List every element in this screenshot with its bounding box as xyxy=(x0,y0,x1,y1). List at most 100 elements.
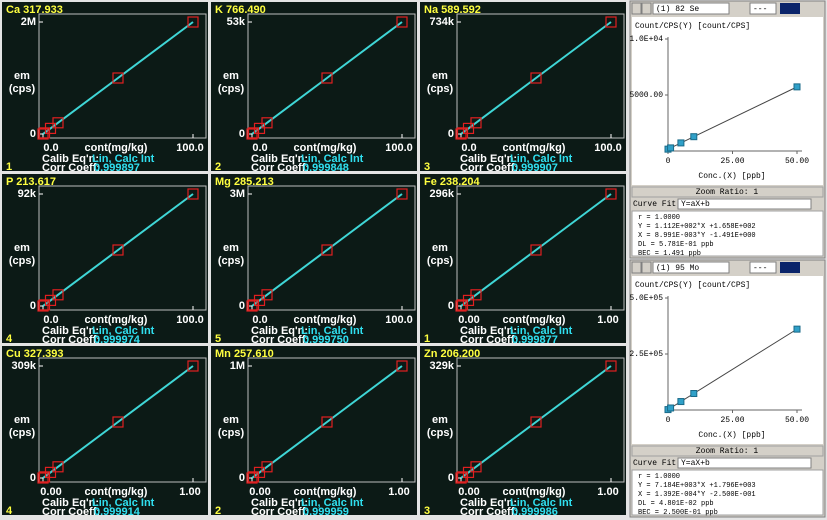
panel-number: 4 xyxy=(6,505,13,517)
standard-point xyxy=(470,461,482,473)
x-tick-label: 0.0 xyxy=(252,142,267,154)
equation-label: Calib Eq'n: xyxy=(251,153,308,165)
coeff-label: Corr Coeff: xyxy=(42,162,100,174)
curve-window: (1) 82 Se ---Count/CPS(Y) [count/CPS] 5000… xyxy=(629,0,826,259)
standard-point xyxy=(396,16,408,28)
calibration-line xyxy=(251,365,403,479)
x-axis-label: cont(mg/kg) xyxy=(294,142,357,154)
equation: Lin, Calc Int xyxy=(92,325,155,337)
plot-frame xyxy=(38,13,207,139)
fit-value: Y=aX+b xyxy=(681,459,710,468)
x-axis-label: cont(mg/kg) xyxy=(294,314,357,326)
y-axis-label: (cps) xyxy=(427,427,454,439)
x-tick-label: 0.00 xyxy=(458,486,479,498)
plot-frame xyxy=(247,185,416,311)
equation-label: Calib Eq'n: xyxy=(42,497,99,509)
fit-stat: X = 1.392E-004*Y -2.500E-001 xyxy=(638,491,756,499)
fit-select[interactable] xyxy=(677,457,812,469)
y-tick-label: 0 xyxy=(448,472,454,484)
std-point xyxy=(667,144,675,152)
y-axis-label: em xyxy=(14,242,30,254)
x-axis-label: Conc.(X) [ppb] xyxy=(698,172,765,181)
calib-panel: Cu 327.393 0 309k em(cps) 0.00 1.00 cont(mg/kg… xyxy=(2,346,208,518)
fit-stat: DL = 4.801E-02 ppb xyxy=(638,500,714,508)
y-axis-label: em xyxy=(223,70,239,82)
plot-frame xyxy=(456,185,625,311)
calibration-line xyxy=(42,365,194,479)
fit-select[interactable] xyxy=(677,198,812,210)
y-axis-label: (cps) xyxy=(427,83,454,95)
x-tick-label: 100.0 xyxy=(176,314,204,326)
standard-point xyxy=(605,360,617,372)
x-axis-label: cont(mg/kg) xyxy=(503,142,566,154)
y-tick-label: 0 xyxy=(30,128,36,140)
equation-label: Calib Eq'n: xyxy=(42,153,99,165)
y-tick-label: 53k xyxy=(227,16,246,28)
x-tick-label: 0.0 xyxy=(43,142,58,154)
y-tick-label: 296k xyxy=(430,188,455,200)
nav-button[interactable] xyxy=(631,261,642,274)
coeff: 0.999750 xyxy=(303,334,349,346)
x-tick-label: 25.00 xyxy=(720,157,744,166)
y-axis-label: (cps) xyxy=(9,427,36,439)
coeff-label: Corr Coeff: xyxy=(460,506,518,518)
plot-frame xyxy=(456,13,625,139)
standard-point xyxy=(470,289,482,301)
equation: Lin, Calc Int xyxy=(92,153,155,165)
y-tick-label: 0 xyxy=(239,300,245,312)
nav-button[interactable] xyxy=(631,2,642,15)
zoom-bar xyxy=(631,445,824,457)
equation-label: Calib Eq'n: xyxy=(460,497,517,509)
y-tick-label: 1.0E+04 xyxy=(629,35,663,44)
nav-button[interactable] xyxy=(641,2,652,15)
coeff-label: Corr Coeff: xyxy=(251,334,309,346)
panel-number: 1 xyxy=(6,161,12,173)
y-axis-label: em xyxy=(432,414,448,426)
x-axis-label: cont(mg/kg) xyxy=(85,486,148,498)
fit-label: Curve Fit: xyxy=(633,459,681,468)
mode-value: --- xyxy=(753,5,767,14)
std-point xyxy=(690,133,698,141)
x-tick-label: 0 xyxy=(666,157,671,166)
x-tick-label: 100.0 xyxy=(594,142,622,154)
zoom-ratio: Zoom Ratio: 1 xyxy=(696,447,759,456)
x-tick-label: 0.00 xyxy=(40,486,61,498)
element-select[interactable] xyxy=(652,2,730,15)
coeff-label: Corr Coeff: xyxy=(460,334,518,346)
x-tick-label: 1.00 xyxy=(179,486,200,498)
coeff-label: Corr Coeff: xyxy=(42,506,100,518)
y-axis-label: em xyxy=(14,414,30,426)
calibration-line xyxy=(251,21,403,135)
panel-number: 4 xyxy=(6,333,13,345)
standard-point xyxy=(530,416,542,428)
panel-title: P 213.617 xyxy=(6,176,56,188)
mode-select[interactable] xyxy=(749,2,777,15)
equation-label: Calib Eq'n: xyxy=(42,325,99,337)
y-tick-label: 3M xyxy=(230,188,245,200)
plot-frame xyxy=(247,357,416,483)
coeff-label: Corr Coeff: xyxy=(42,334,100,346)
std-point xyxy=(677,398,685,406)
panel-number: 2 xyxy=(215,161,221,173)
standard-point xyxy=(396,360,408,372)
equation: Lin, Calc Int xyxy=(301,153,364,165)
y-axis-label: em xyxy=(223,242,239,254)
nav-button[interactable] xyxy=(641,261,652,274)
plot-frame xyxy=(456,357,625,483)
y-tick-label: 0 xyxy=(448,128,454,140)
mode-select[interactable] xyxy=(749,261,777,274)
panel-number: 3 xyxy=(424,505,430,517)
element-name: (1) 95 Mo xyxy=(656,264,699,273)
std-point xyxy=(667,404,675,412)
panel-title: Zn 206.200 xyxy=(424,348,480,360)
element-select[interactable] xyxy=(652,261,730,274)
fit-stat: X = 8.991E-003*Y -1.491E+000 xyxy=(638,232,756,240)
std-point xyxy=(793,325,801,333)
unit-select[interactable] xyxy=(780,262,800,273)
unit-select[interactable] xyxy=(780,3,800,14)
y-axis-label: em xyxy=(223,414,239,426)
y-tick-label: 92k xyxy=(18,188,37,200)
